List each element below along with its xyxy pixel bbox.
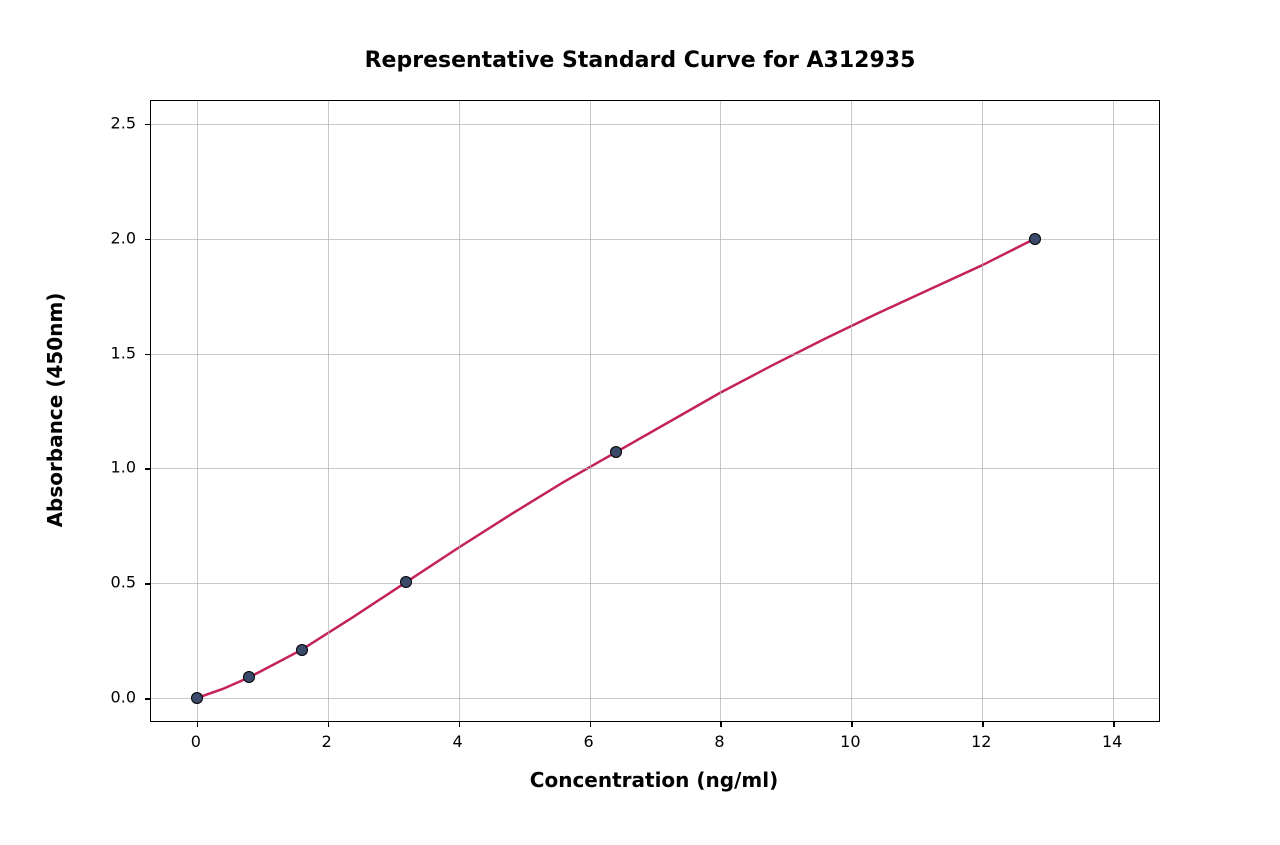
gridline-horizontal xyxy=(151,354,1159,355)
x-axis-label: Concentration (ng/ml) xyxy=(150,768,1158,792)
chart-container: Representative Standard Curve for A31293… xyxy=(0,0,1280,845)
gridline-vertical xyxy=(851,101,852,721)
gridline-vertical xyxy=(459,101,460,721)
data-point-marker xyxy=(191,692,203,704)
xtick-mark xyxy=(328,721,330,727)
gridline-horizontal xyxy=(151,468,1159,469)
ytick-label: 1.5 xyxy=(111,343,136,362)
gridline-horizontal xyxy=(151,698,1159,699)
chart-title: Representative Standard Curve for A31293… xyxy=(0,48,1280,73)
ytick-label: 1.0 xyxy=(111,458,136,477)
data-point-marker xyxy=(243,671,255,683)
ytick-label: 2.0 xyxy=(111,228,136,247)
gridline-vertical xyxy=(328,101,329,721)
y-axis-label: Absorbance (450nm) xyxy=(43,293,67,528)
gridline-vertical xyxy=(197,101,198,721)
plot-area xyxy=(150,100,1160,722)
gridline-vertical xyxy=(590,101,591,721)
xtick-label: 0 xyxy=(191,732,201,751)
data-point-marker xyxy=(296,644,308,656)
xtick-mark xyxy=(459,721,461,727)
ytick-mark xyxy=(145,124,151,126)
curve-line xyxy=(151,101,1159,721)
xtick-label: 4 xyxy=(453,732,463,751)
data-point-marker xyxy=(610,446,622,458)
xtick-label: 14 xyxy=(1102,732,1122,751)
ytick-mark xyxy=(145,468,151,470)
gridline-vertical xyxy=(720,101,721,721)
xtick-label: 10 xyxy=(840,732,860,751)
ytick-mark xyxy=(145,583,151,585)
gridline-vertical xyxy=(982,101,983,721)
ytick-mark xyxy=(145,239,151,241)
data-point-marker xyxy=(400,576,412,588)
ytick-label: 2.5 xyxy=(111,113,136,132)
ytick-mark xyxy=(145,698,151,700)
xtick-label: 12 xyxy=(971,732,991,751)
xtick-mark xyxy=(590,721,592,727)
gridline-horizontal xyxy=(151,583,1159,584)
xtick-label: 2 xyxy=(322,732,332,751)
xtick-mark xyxy=(982,721,984,727)
gridline-horizontal xyxy=(151,124,1159,125)
xtick-mark xyxy=(720,721,722,727)
xtick-mark xyxy=(1113,721,1115,727)
ytick-label: 0.0 xyxy=(111,688,136,707)
gridline-vertical xyxy=(1113,101,1114,721)
ytick-label: 0.5 xyxy=(111,573,136,592)
xtick-mark xyxy=(197,721,199,727)
xtick-label: 8 xyxy=(714,732,724,751)
data-point-marker xyxy=(1029,233,1041,245)
ytick-mark xyxy=(145,354,151,356)
xtick-mark xyxy=(851,721,853,727)
xtick-label: 6 xyxy=(583,732,593,751)
gridline-horizontal xyxy=(151,239,1159,240)
